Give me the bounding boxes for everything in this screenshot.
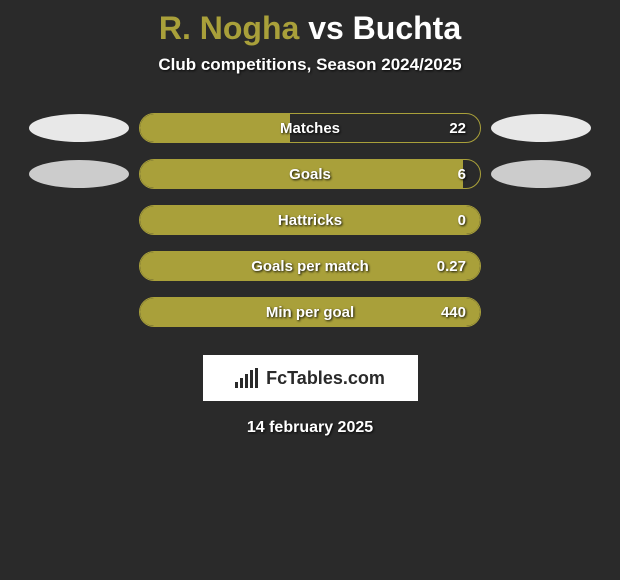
date-line: 14 february 2025 <box>0 419 620 437</box>
player1-name: R. Nogha <box>159 10 299 46</box>
stat-value: 6 <box>458 166 466 183</box>
stat-value: 22 <box>449 120 466 137</box>
stats-area: Matches 22 Goals 6 Hattricks 0 Goals per match… <box>0 105 620 335</box>
comparison-title: R. Nogha vs Buchta <box>0 0 620 55</box>
subtitle: Club competitions, Season 2024/2025 <box>0 55 620 75</box>
stat-label: Goals <box>289 166 331 183</box>
stat-label: Hattricks <box>278 212 342 229</box>
player2-ellipse-icon <box>491 160 591 188</box>
stat-label: Min per goal <box>266 304 354 321</box>
stat-row: Goals 6 <box>0 151 620 197</box>
stat-bar: Min per goal 440 <box>139 297 481 327</box>
bar-fill <box>140 114 290 142</box>
stat-row: Hattricks 0 <box>0 197 620 243</box>
stat-label: Goals per match <box>251 258 369 275</box>
logo-text: FcTables.com <box>266 368 385 389</box>
stat-row: Min per goal 440 <box>0 289 620 335</box>
player1-ellipse-icon <box>29 160 129 188</box>
stat-bar: Hattricks 0 <box>139 205 481 235</box>
left-spacer <box>29 114 139 142</box>
stat-bar: Goals per match 0.27 <box>139 251 481 281</box>
fctables-logo[interactable]: FcTables.com <box>203 355 418 401</box>
stat-value: 0.27 <box>437 258 466 275</box>
stat-bar: Goals 6 <box>139 159 481 189</box>
stat-row: Matches 22 <box>0 105 620 151</box>
stat-value: 440 <box>441 304 466 321</box>
player2-ellipse-icon <box>491 114 591 142</box>
vs-text: vs <box>308 10 344 46</box>
player2-name: Buchta <box>353 10 461 46</box>
stat-value: 0 <box>458 212 466 229</box>
left-spacer <box>29 160 139 188</box>
stat-label: Matches <box>280 120 340 137</box>
right-spacer <box>481 114 591 142</box>
player1-ellipse-icon <box>29 114 129 142</box>
stat-bar: Matches 22 <box>139 113 481 143</box>
stat-row: Goals per match 0.27 <box>0 243 620 289</box>
right-spacer <box>481 160 591 188</box>
logo-bars-icon <box>235 368 260 388</box>
